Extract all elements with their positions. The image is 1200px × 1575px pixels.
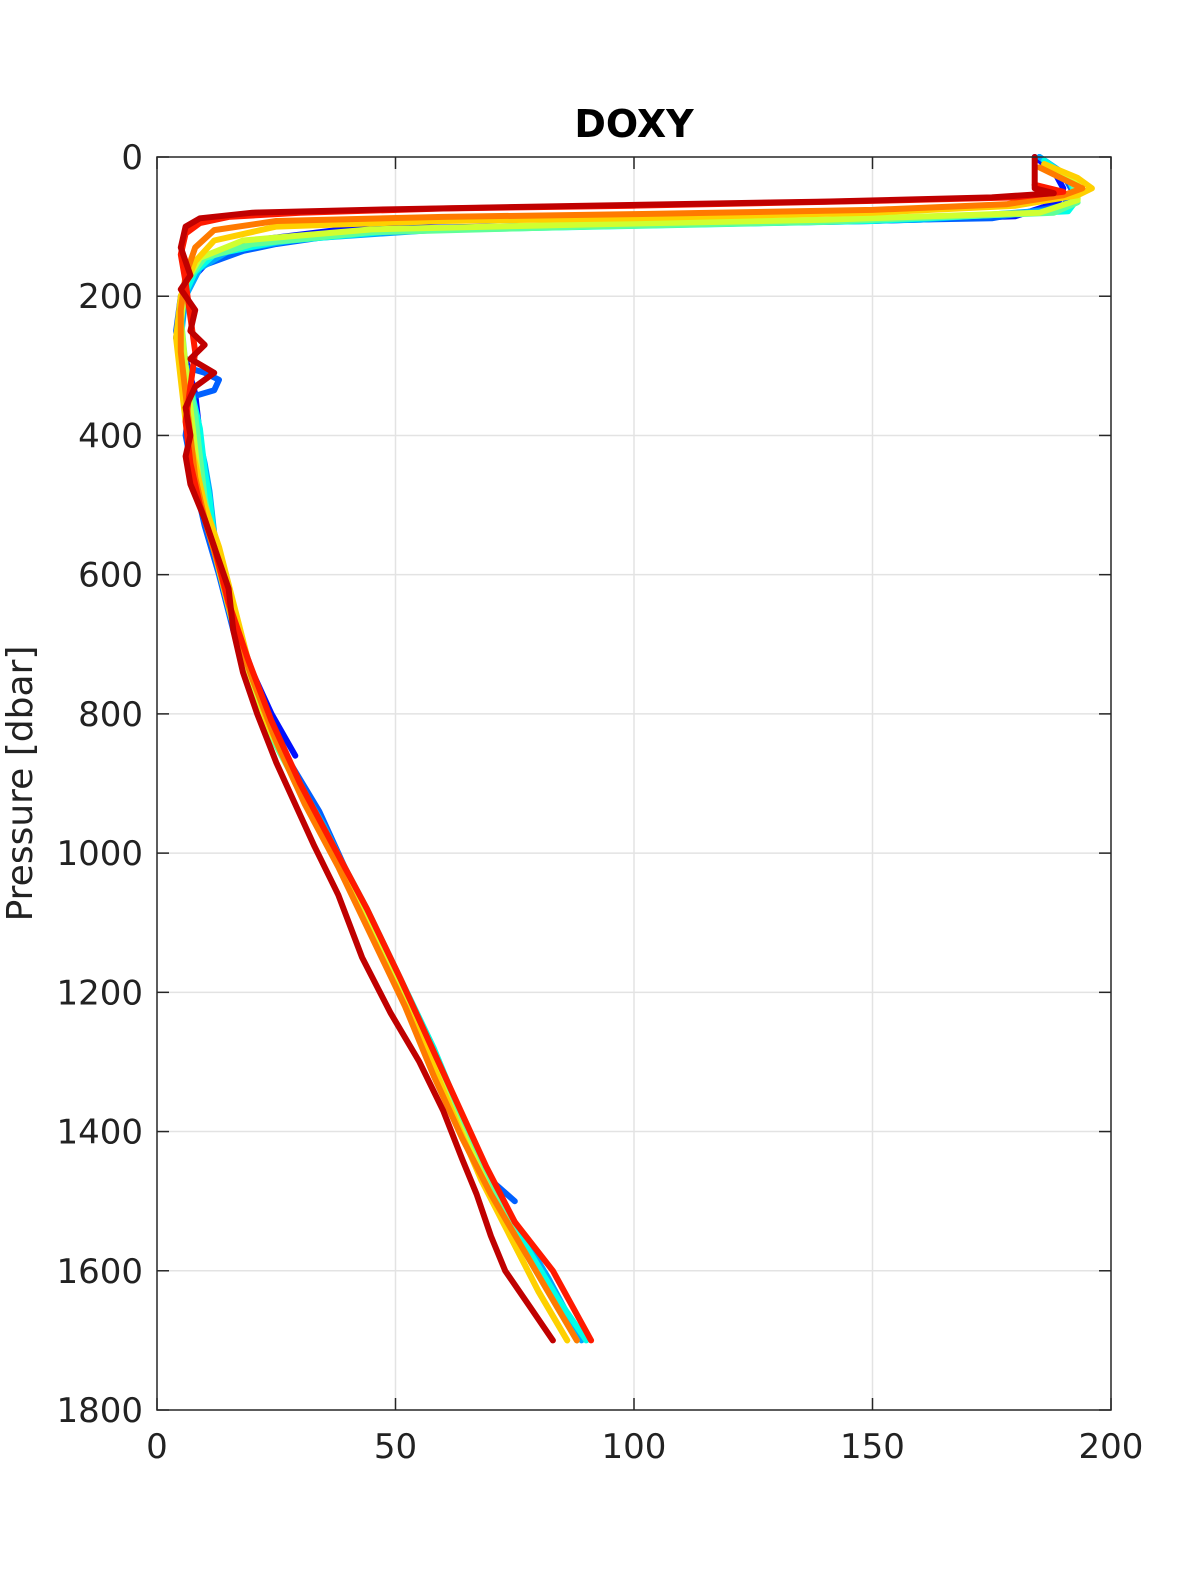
y-tick-label: 400 <box>78 416 143 456</box>
y-tick-label: 1000 <box>56 834 143 874</box>
profile-line-2 <box>173 154 1076 1205</box>
profile-line-5 <box>177 161 1081 1344</box>
grid-lines <box>157 157 1111 1410</box>
profile-line-10 <box>177 154 1057 1344</box>
profile-line-6 <box>177 164 1081 1344</box>
x-tick-label: 0 <box>146 1427 168 1467</box>
y-tick-label: 600 <box>78 556 143 596</box>
y-tick-label: 1400 <box>56 1113 143 1153</box>
x-tick-label: 150 <box>840 1427 905 1467</box>
profile-line-1 <box>173 154 1067 759</box>
chart-title: DOXY <box>574 102 694 146</box>
y-tick-label: 800 <box>78 695 143 735</box>
series-lines <box>173 154 1095 1344</box>
x-tick-label: 100 <box>602 1427 667 1467</box>
y-tick-label: 1600 <box>56 1252 143 1292</box>
y-tick-label: 200 <box>78 277 143 317</box>
y-tick-label: 1200 <box>56 973 143 1013</box>
x-tick-label: 200 <box>1079 1427 1144 1467</box>
profile-line-9 <box>177 181 1067 1344</box>
profile-line-8 <box>177 164 1086 1344</box>
y-axis-label: Pressure [dbar] <box>0 646 41 922</box>
profile-line-4 <box>177 157 1081 1344</box>
axis-ticks: 0 50 100 150 200 0 200 400 600 800 1000 1200 1400 160… <box>56 138 1143 1467</box>
y-tick-label: 1800 <box>56 1391 143 1431</box>
y-tick-label: 0 <box>121 138 143 178</box>
profile-line-3 <box>177 154 1081 1344</box>
x-tick-label: 50 <box>374 1427 417 1467</box>
